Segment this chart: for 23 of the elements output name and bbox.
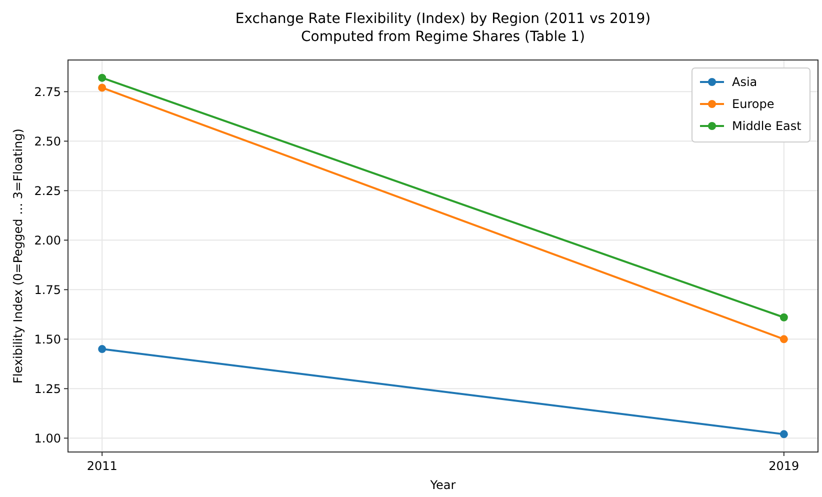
legend-label: Asia bbox=[732, 75, 758, 90]
y-tick-label: 2.00 bbox=[34, 233, 61, 248]
y-tick-label: 1.25 bbox=[34, 382, 61, 396]
point bbox=[98, 345, 106, 354]
y-axis-title: Flexibility Index (0=Pegged … 3=Floating) bbox=[11, 128, 25, 384]
point bbox=[98, 74, 106, 82]
chart-title: Exchange Rate Flexibility (Index) by Region (2011 vs 2019) bbox=[235, 11, 651, 27]
y-tick-label: 1.00 bbox=[34, 431, 61, 446]
legend-label: Middle East bbox=[732, 119, 802, 134]
x-tick-label: 2011 bbox=[86, 459, 118, 473]
x-tick-label: 2019 bbox=[768, 459, 800, 473]
y-tick-label: 2.75 bbox=[34, 84, 61, 99]
y-tick-label: 1.75 bbox=[34, 282, 61, 297]
x-axis-title: Year bbox=[429, 478, 456, 492]
point bbox=[780, 335, 788, 344]
point bbox=[780, 313, 788, 322]
chart-subtitle: Computed from Regime Shares (Table 1) bbox=[300, 29, 586, 45]
y-tick-label: 2.25 bbox=[34, 184, 61, 198]
point bbox=[98, 84, 106, 92]
point bbox=[780, 430, 788, 438]
legend-label: Europe bbox=[732, 97, 774, 112]
y-tick-label: 2.50 bbox=[34, 134, 61, 148]
y-tick-label: 1.50 bbox=[34, 332, 61, 346]
